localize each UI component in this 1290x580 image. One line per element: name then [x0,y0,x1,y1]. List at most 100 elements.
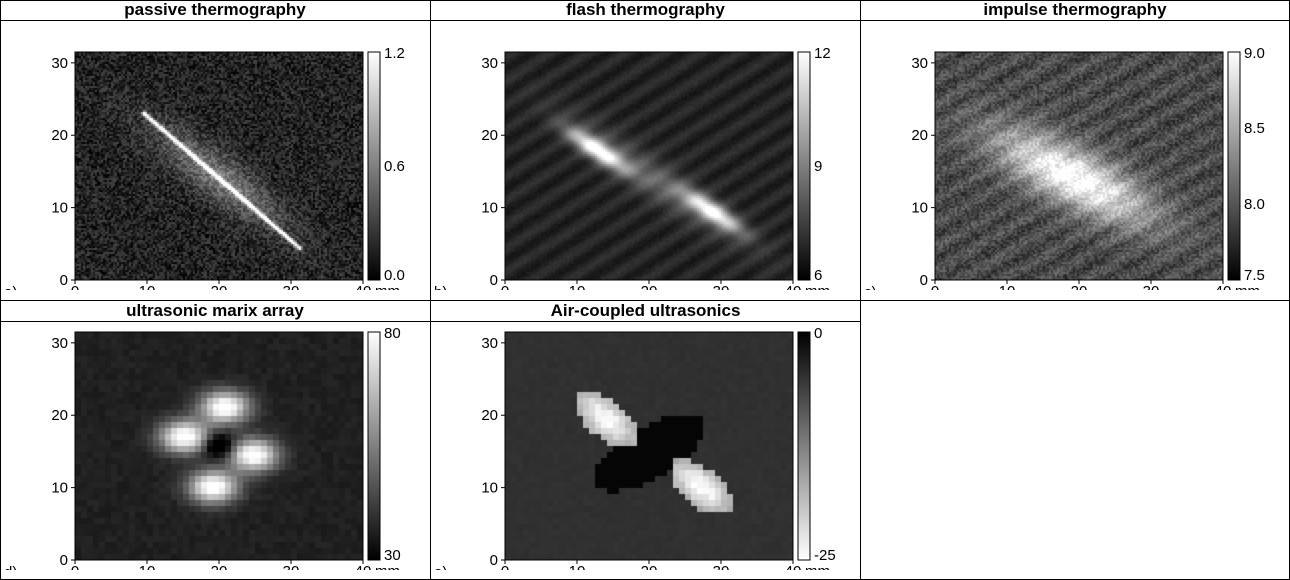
x-tick-label: 0 [501,283,509,290]
y-tick-label: 10 [51,200,68,217]
colorbar [797,331,811,561]
y-tick-label: 0 [490,552,498,569]
panel-plot-svg: 0 10 20 30 0 10 20 30 40mm e) 0 -25 [434,325,836,570]
y-tick-label: 0 [920,272,928,289]
x-tick-label: 40 [785,283,802,290]
x-tick-label: 40 [355,563,372,570]
y-tick-label: 0 [490,272,498,289]
table-divider [430,0,431,580]
panel-letter: d) [4,564,17,570]
x-tick-label: 10 [139,563,156,570]
y-tick-label: 10 [911,200,928,217]
y-tick-label: 0 [60,552,68,569]
heatmap-image [505,332,793,560]
x-unit-label: mm [805,563,830,570]
panel-letter: e) [434,564,447,570]
colorbar-label: 9.0 [1244,45,1265,62]
heatmap-image [505,52,793,280]
y-tick-label: 20 [51,127,68,144]
y-tick-label: 20 [481,407,498,424]
colorbar-label: 8.5 [1244,120,1265,137]
y-tick-label: 10 [481,200,498,217]
x-unit-label: mm [805,283,830,290]
table-border-top [0,0,1290,1]
x-tick-label: 10 [139,283,156,290]
colorbar [367,51,381,281]
x-unit-label: mm [1235,283,1260,290]
x-tick-label: 0 [71,563,79,570]
y-tick-label: 30 [51,55,68,72]
x-tick-label: 30 [713,563,730,570]
table-divider [860,0,861,580]
panel-e: 0 10 20 30 0 10 20 30 40mm e) 0 -25 [430,320,860,570]
panel-letter: c) [864,284,877,290]
table-rule [0,20,1290,21]
panel-letter: b) [434,284,447,290]
panel-b-title: flash thermography [566,0,725,19]
colorbar-label: 9 [814,158,822,175]
colorbar-label: 30 [384,547,401,564]
x-tick-label: 40 [785,563,802,570]
panel-a-title: passive thermography [124,0,306,19]
x-tick-label: 20 [1071,283,1088,290]
panel-plot-svg: 0 10 20 30 0 10 20 30 40mm c) 9.0 8.5 8.0 7.5 [864,45,1265,290]
x-tick-label: 0 [931,283,939,290]
x-tick-label: 20 [211,283,228,290]
heatmap-image [75,52,363,280]
y-tick-label: 10 [481,480,498,497]
panel-a: 0 10 20 30 0 10 20 30 40mm a) 1.2 0.6 0.0 [0,40,430,290]
colorbar-label: 7.5 [1244,267,1265,284]
panel-plot-svg: 0 10 20 30 0 10 20 30 40mm b) 12 9 6 [434,45,831,290]
table-border-left [0,0,1,580]
x-tick-label: 20 [211,563,228,570]
heatmap-image [75,332,363,560]
panel-c: 0 10 20 30 0 10 20 30 40mm c) 9.0 8.5 8.0 7.5 [860,40,1290,290]
x-tick-label: 10 [569,283,586,290]
panel-plot-svg: 0 10 20 30 0 10 20 30 40mm d) 80 30 [4,325,401,570]
y-tick-label: 30 [481,335,498,352]
y-tick-label: 20 [51,407,68,424]
panel-d: 0 10 20 30 0 10 20 30 40mm d) 80 30 [0,320,430,570]
x-unit-label: mm [375,563,400,570]
colorbar-label: -25 [814,547,836,564]
y-tick-label: 20 [911,127,928,144]
x-tick-label: 40 [1215,283,1232,290]
y-tick-label: 30 [481,55,498,72]
y-tick-label: 20 [481,127,498,144]
colorbar-label: 1.2 [384,45,405,62]
x-tick-label: 20 [641,283,658,290]
x-tick-label: 20 [641,563,658,570]
table-rule [0,300,1290,301]
colorbar [367,331,381,561]
x-tick-label: 0 [501,563,509,570]
x-tick-label: 10 [569,563,586,570]
y-tick-label: 30 [51,335,68,352]
x-tick-label: 40 [355,283,372,290]
colorbar-label: 6 [814,267,822,284]
colorbar-label: 8.0 [1244,196,1265,213]
panel-d-title: ultrasonic marix array [126,301,304,320]
panel-c-title: impulse thermography [983,0,1167,19]
x-tick-label: 30 [283,563,300,570]
heatmap-image [935,52,1223,280]
x-unit-label: mm [375,283,400,290]
colorbar [797,51,811,281]
panel-b: 0 10 20 30 0 10 20 30 40mm b) 12 9 6 [430,40,860,290]
panel-letter: a) [4,284,17,290]
colorbar-label: 0.6 [384,158,405,175]
colorbar-label: 12 [814,45,831,62]
panel-plot-svg: 0 10 20 30 0 10 20 30 40mm a) 1.2 0.6 0.0 [4,45,405,290]
panel-e-title: Air-coupled ultrasonics [550,301,741,320]
x-tick-label: 30 [1143,283,1160,290]
colorbar-label: 0.0 [384,267,405,284]
colorbar-label: 0 [814,325,822,342]
colorbar [1227,51,1241,281]
x-tick-label: 10 [999,283,1016,290]
x-tick-label: 30 [283,283,300,290]
x-tick-label: 0 [71,283,79,290]
y-tick-label: 0 [60,272,68,289]
x-tick-label: 30 [713,283,730,290]
y-tick-label: 30 [911,55,928,72]
colorbar-label: 80 [384,325,401,342]
